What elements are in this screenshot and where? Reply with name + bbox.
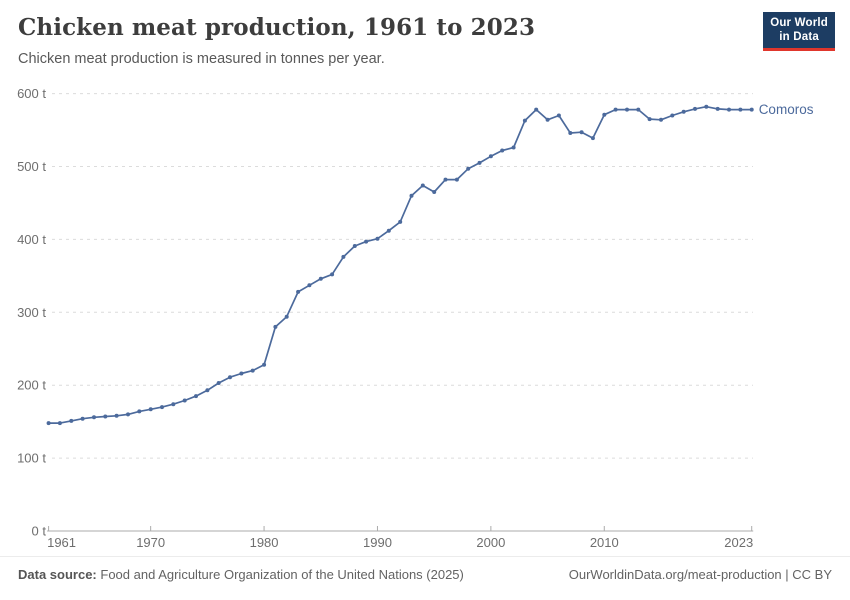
data-point[interactable]: [375, 236, 380, 241]
data-point[interactable]: [590, 136, 595, 141]
data-point[interactable]: [296, 289, 301, 294]
data-point[interactable]: [137, 409, 142, 414]
credit-link[interactable]: OurWorldinData.org/meat-production | CC …: [568, 567, 832, 582]
data-point[interactable]: [307, 283, 312, 288]
chart-footer: Data source: Food and Agriculture Organi…: [0, 556, 850, 582]
y-tick-label: 0 t: [32, 524, 47, 539]
data-point[interactable]: [749, 107, 754, 112]
data-point[interactable]: [500, 148, 505, 153]
x-tick-label: 1970: [136, 535, 165, 550]
chart-subtitle: Chicken meat production is measured in t…: [18, 51, 385, 67]
data-point[interactable]: [420, 183, 425, 188]
data-point[interactable]: [636, 107, 641, 112]
data-point[interactable]: [579, 130, 584, 135]
data-point[interactable]: [160, 405, 164, 410]
data-point[interactable]: [409, 193, 414, 198]
y-tick-label: 200 t: [17, 378, 46, 393]
data-point[interactable]: [522, 118, 527, 123]
data-point[interactable]: [715, 106, 720, 111]
data-source-text: Food and Agriculture Organization of the…: [100, 567, 464, 582]
y-tick-label: 600 t: [17, 86, 46, 101]
owid-logo-line1: Our World: [770, 17, 828, 29]
data-point[interactable]: [454, 177, 459, 182]
y-tick-label: 500 t: [17, 159, 46, 174]
data-point[interactable]: [114, 413, 119, 418]
data-point[interactable]: [511, 145, 516, 150]
data-point[interactable]: [432, 190, 437, 194]
data-source: Data source: Food and Agriculture Organi…: [18, 567, 464, 582]
data-point[interactable]: [364, 239, 369, 244]
data-point[interactable]: [103, 414, 108, 419]
x-tick-label: 1961: [47, 535, 76, 550]
x-tick-label: 2000: [476, 535, 505, 550]
data-point[interactable]: [318, 276, 323, 281]
data-point[interactable]: [352, 244, 357, 248]
data-point[interactable]: [545, 117, 550, 122]
data-point[interactable]: [738, 107, 743, 112]
data-point[interactable]: [171, 402, 176, 407]
data-point[interactable]: [466, 166, 471, 171]
series-line[interactable]: [47, 105, 753, 424]
x-tick-label: 1980: [250, 535, 279, 550]
data-point[interactable]: [205, 388, 210, 393]
data-point[interactable]: [386, 228, 391, 233]
data-point[interactable]: [488, 154, 493, 159]
data-point[interactable]: [228, 375, 232, 380]
data-point[interactable]: [46, 421, 51, 426]
y-tick-label: 300 t: [17, 305, 46, 320]
data-point[interactable]: [534, 107, 539, 112]
data-point[interactable]: [330, 272, 335, 277]
data-point[interactable]: [216, 381, 221, 385]
data-point[interactable]: [568, 131, 573, 135]
data-point[interactable]: [704, 104, 709, 109]
data-point[interactable]: [341, 254, 346, 259]
data-point[interactable]: [148, 407, 153, 412]
x-tick-label: 2023: [724, 535, 753, 550]
data-point[interactable]: [556, 113, 561, 118]
data-point[interactable]: [625, 107, 629, 112]
data-point[interactable]: [194, 394, 198, 399]
data-point[interactable]: [57, 421, 62, 426]
data-point[interactable]: [727, 107, 731, 112]
data-point[interactable]: [273, 324, 278, 329]
data-point[interactable]: [69, 418, 74, 423]
x-tick-label: 2010: [590, 535, 619, 550]
y-tick-label: 100 t: [17, 451, 46, 466]
x-tick-label: 1990: [363, 535, 392, 550]
data-point[interactable]: [443, 177, 448, 182]
owid-logo[interactable]: Our World in Data: [763, 12, 835, 51]
owid-logo-line2: in Data: [779, 30, 819, 43]
data-point[interactable]: [398, 219, 403, 224]
entity-label[interactable]: Comoros: [758, 102, 814, 118]
data-point[interactable]: [80, 416, 85, 421]
data-point[interactable]: [182, 398, 187, 403]
data-point[interactable]: [670, 113, 675, 118]
data-point[interactable]: [477, 160, 482, 165]
data-point[interactable]: [602, 112, 607, 117]
data-point[interactable]: [92, 415, 96, 420]
data-point[interactable]: [613, 107, 618, 112]
data-point[interactable]: [250, 368, 255, 373]
data-point[interactable]: [647, 117, 652, 122]
y-tick-label: 400 t: [17, 232, 46, 247]
data-point[interactable]: [659, 117, 663, 122]
data-point[interactable]: [284, 314, 289, 319]
data-point[interactable]: [126, 412, 130, 417]
data-point[interactable]: [239, 371, 244, 376]
data-point[interactable]: [681, 109, 686, 114]
chart-title: Chicken meat production, 1961 to 2023: [18, 14, 536, 41]
data-point[interactable]: [693, 106, 697, 111]
data-point[interactable]: [262, 362, 267, 367]
data-source-label: Data source:: [18, 567, 97, 582]
